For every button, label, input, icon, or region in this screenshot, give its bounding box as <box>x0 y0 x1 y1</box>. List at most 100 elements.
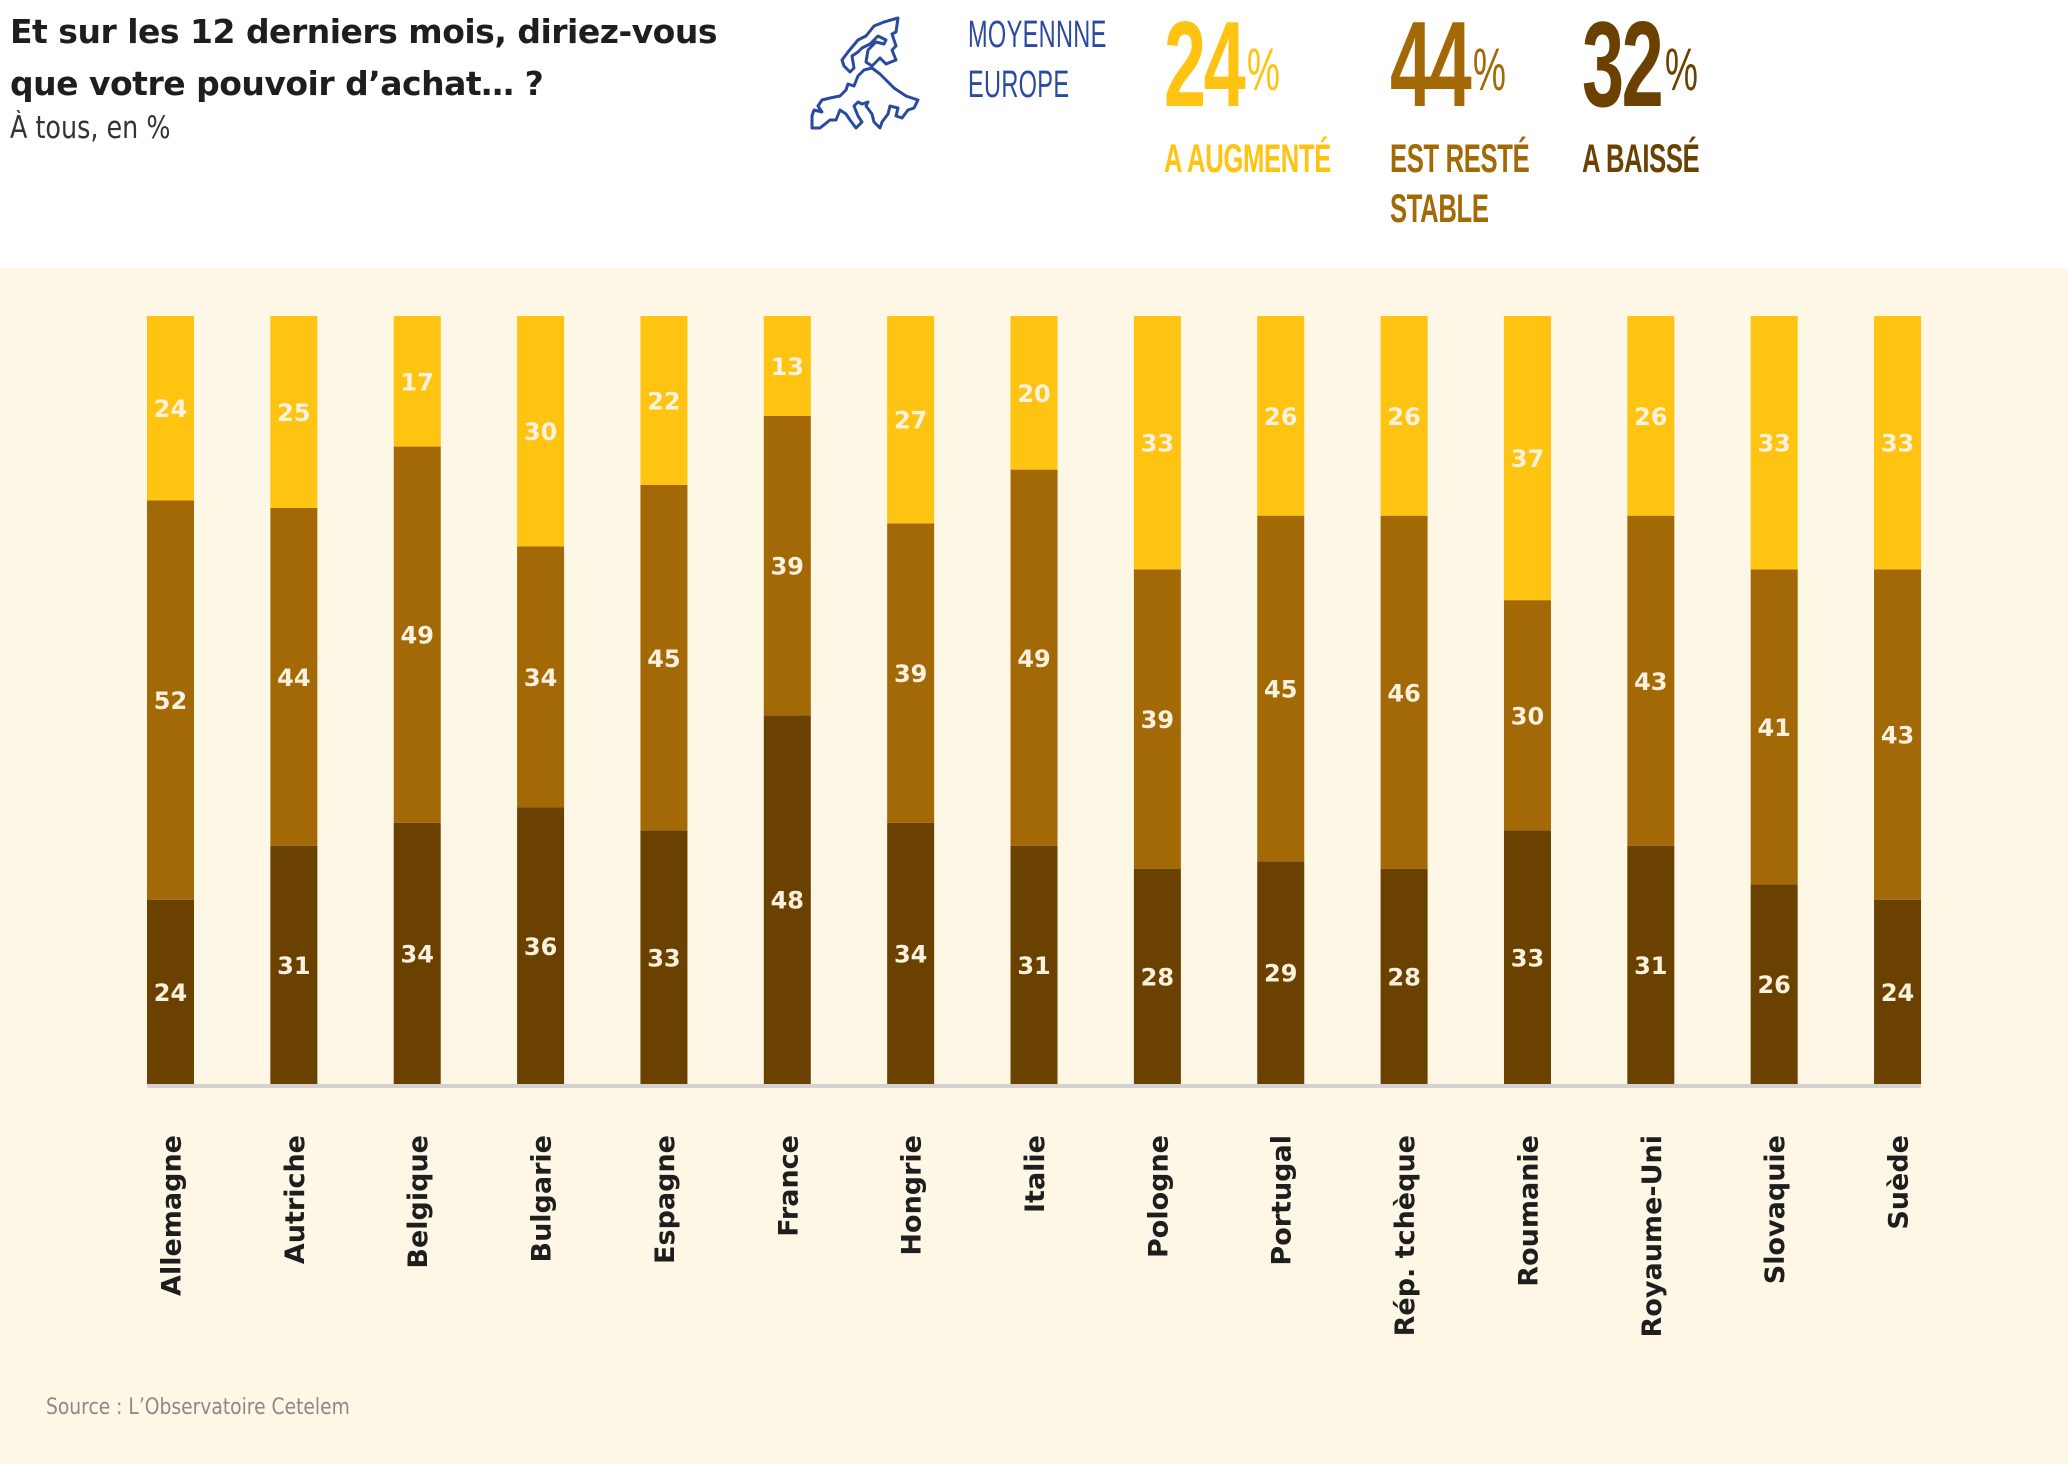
data-label-roumanie-a-augmente: 37 <box>1511 445 1544 473</box>
data-label-bulgarie-a-augmente: 30 <box>524 418 557 446</box>
kpi-stable: 44% EST RESTÉ STABLE <box>1390 3 1577 231</box>
bar-segment-royaume-uni-a-baisse <box>1627 845 1675 1084</box>
average-label-line-2: EUROPE <box>968 64 1070 106</box>
bar-segment-slovaquie-a-augmente <box>1750 316 1798 570</box>
bar-group-pologne: 28 39 33 Pologne <box>1133 316 1181 1258</box>
x-tick-label-italie: Italie <box>1020 1135 1051 1213</box>
bar-segment-hongrie-a-augmente <box>887 316 935 524</box>
data-label-allemagne-a-augmente: 24 <box>154 395 187 423</box>
bar-segment-italie-est-reste-stable <box>1010 469 1058 846</box>
data-label-espagne-a-augmente: 22 <box>647 387 680 415</box>
bar-group-slovaquie: 26 41 33 Slovaquie <box>1750 316 1798 1284</box>
bar-segment-portugal-a-augmente <box>1257 316 1305 516</box>
data-label-autriche-a-augmente: 25 <box>277 399 310 427</box>
data-label-pologne-a-augmente: 33 <box>1141 430 1174 458</box>
x-tick-label-suede: Suède <box>1884 1135 1915 1230</box>
data-label-france-a-baisse: 48 <box>771 887 804 915</box>
bar-segment-rep-tcheque-est-reste-stable <box>1380 515 1428 869</box>
bar-segment-allemagne-a-baisse <box>147 899 194 1084</box>
bar-group-suede: 24 43 33 Suède <box>1874 316 1922 1230</box>
bar-segment-autriche-a-baisse <box>270 845 318 1084</box>
data-label-slovaquie-a-baisse: 26 <box>1757 971 1790 999</box>
data-label-autriche-a-baisse: 31 <box>277 952 310 980</box>
bar-segment-suede-est-reste-stable <box>1874 569 1922 900</box>
bar-group-bulgarie: 36 34 30 Bulgarie <box>517 316 565 1263</box>
kpi-stable-label: EST RESTÉ STABLE <box>1390 137 1530 231</box>
kpi-baisse: 32% A BAISSÉ <box>1582 3 1769 181</box>
bar-segment-hongrie-est-reste-stable <box>887 523 935 823</box>
bar-segment-royaume-uni-a-augmente <box>1627 316 1675 516</box>
bar-segment-autriche-a-augmente <box>270 316 318 508</box>
data-label-belgique-est-reste-stable: 49 <box>401 622 434 650</box>
bar-segment-slovaquie-est-reste-stable <box>1750 569 1798 885</box>
x-tick-label-france: France <box>773 1135 804 1237</box>
data-label-royaume-uni-est-reste-stable: 43 <box>1634 668 1667 696</box>
kpi-augmente-label: A AUGMENTÉ <box>1164 137 1331 181</box>
data-label-hongrie-a-baisse: 34 <box>894 940 927 968</box>
data-label-rep-tcheque-a-augmente: 26 <box>1387 403 1420 431</box>
data-label-belgique-a-augmente: 17 <box>401 368 434 396</box>
data-label-suede-a-baisse: 24 <box>1881 979 1914 1007</box>
bar-group-italie: 31 49 20 Italie <box>1010 316 1058 1213</box>
data-label-portugal-a-augmente: 26 <box>1264 403 1297 431</box>
x-tick-label-hongrie: Hongrie <box>897 1135 928 1256</box>
bar-segment-belgique-a-augmente <box>393 316 441 447</box>
x-tick-label-belgique: Belgique <box>403 1135 434 1269</box>
x-tick-label-pologne: Pologne <box>1143 1135 1174 1258</box>
title-line-1: Et sur les 12 derniers mois, diriez-vous <box>10 12 717 51</box>
x-tick-label-autriche: Autriche <box>280 1135 311 1264</box>
bar-group-autriche: 31 44 25 Autriche <box>270 316 318 1264</box>
bar-segment-pologne-a-augmente <box>1133 316 1181 570</box>
bar-segment-allemagne-est-reste-stable <box>147 500 194 900</box>
bar-segment-bulgarie-a-baisse <box>517 807 565 1084</box>
bar-segment-allemagne-a-augmente <box>147 316 194 501</box>
data-label-france-est-reste-stable: 39 <box>771 553 804 581</box>
bar-segment-rep-tcheque-a-baisse <box>1380 868 1428 1084</box>
data-label-italie-a-augmente: 20 <box>1017 380 1050 408</box>
data-label-allemagne-est-reste-stable: 52 <box>154 687 187 715</box>
bar-group-allemagne: 24 52 24 Allemagne <box>147 316 194 1296</box>
bar-segment-portugal-est-reste-stable <box>1257 515 1305 862</box>
kpi-baisse-label: A BAISSÉ <box>1582 137 1700 181</box>
bar-group-royaume-uni: 31 43 26 Royaume-Uni <box>1627 316 1675 1337</box>
x-tick-label-espagne: Espagne <box>650 1135 681 1264</box>
source-note: Source : L’Observatoire Cetelem <box>46 1395 350 1420</box>
bar-segment-royaume-uni-est-reste-stable <box>1627 515 1675 846</box>
data-label-bulgarie-est-reste-stable: 34 <box>524 664 557 692</box>
bar-segment-belgique-a-baisse <box>393 822 441 1084</box>
bar-segment-bulgarie-est-reste-stable <box>517 546 565 808</box>
data-label-france-a-augmente: 13 <box>771 353 804 381</box>
europe-average-label: MOYENNNE EUROPE <box>968 10 1107 110</box>
bar-segment-roumanie-a-augmente <box>1503 316 1551 601</box>
bar-segment-roumanie-a-baisse <box>1503 830 1551 1084</box>
data-label-portugal-a-baisse: 29 <box>1264 960 1297 988</box>
chart-title: Et sur les 12 derniers mois, diriez-vous… <box>10 6 770 110</box>
x-tick-label-slovaquie: Slovaquie <box>1760 1135 1791 1284</box>
bar-group-portugal: 29 45 26 Portugal <box>1257 316 1305 1266</box>
bar-segment-bulgarie-a-augmente <box>517 316 565 547</box>
data-label-rep-tcheque-a-baisse: 28 <box>1387 963 1420 991</box>
data-label-belgique-a-baisse: 34 <box>401 940 434 968</box>
x-tick-label-bulgarie: Bulgarie <box>527 1135 558 1263</box>
bar-segment-france-a-baisse <box>763 715 811 1084</box>
bar-segment-espagne-est-reste-stable <box>640 484 688 831</box>
bar-segment-italie-a-augmente <box>1010 316 1058 470</box>
x-axis-baseline <box>147 1084 1922 1088</box>
data-label-pologne-est-reste-stable: 39 <box>1141 706 1174 734</box>
data-label-royaume-uni-a-baisse: 31 <box>1634 952 1667 980</box>
data-label-espagne-a-baisse: 33 <box>647 944 680 972</box>
bar-group-belgique: 34 49 17 Belgique <box>393 316 441 1269</box>
x-tick-label-royaume-uni: Royaume-Uni <box>1637 1135 1668 1337</box>
data-label-slovaquie-est-reste-stable: 41 <box>1757 714 1790 742</box>
bar-segment-pologne-est-reste-stable <box>1133 569 1181 869</box>
x-tick-label-portugal: Portugal <box>1267 1135 1298 1266</box>
bar-segment-france-a-augmente <box>763 316 811 416</box>
data-label-autriche-est-reste-stable: 44 <box>277 664 310 692</box>
data-label-portugal-est-reste-stable: 45 <box>1264 675 1297 703</box>
bar-group-rep-tcheque: 28 46 26 Rép. tchèque <box>1380 316 1428 1336</box>
bar-segment-portugal-a-baisse <box>1257 861 1305 1084</box>
data-label-allemagne-a-baisse: 24 <box>154 979 187 1007</box>
bar-segment-belgique-est-reste-stable <box>393 446 441 823</box>
data-label-roumanie-a-baisse: 33 <box>1511 944 1544 972</box>
